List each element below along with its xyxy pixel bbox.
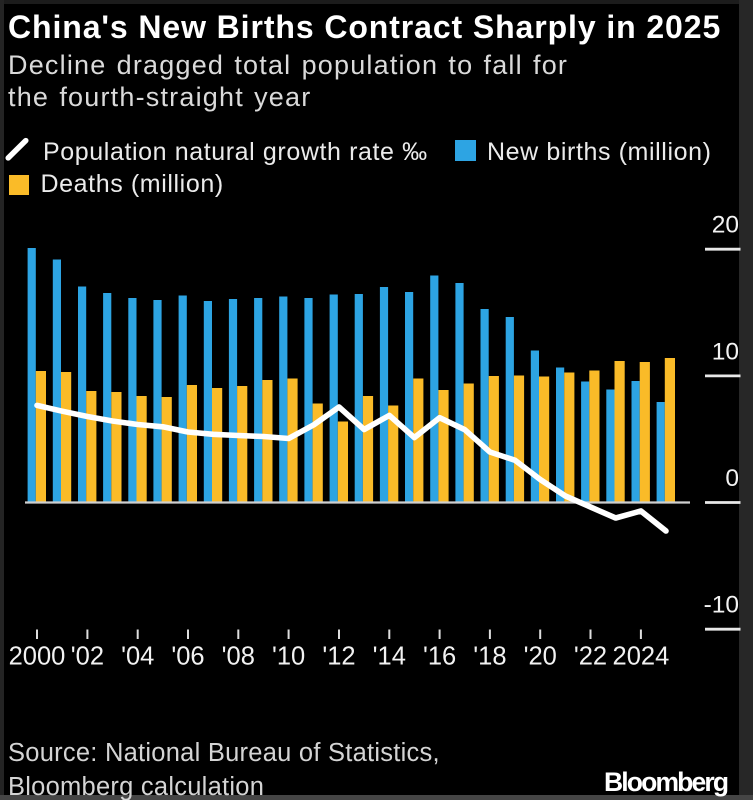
svg-text:'10: '10 bbox=[272, 643, 305, 671]
svg-text:20: 20 bbox=[712, 211, 739, 238]
svg-text:'02: '02 bbox=[71, 643, 104, 671]
svg-text:'22: '22 bbox=[574, 643, 607, 671]
svg-text:2000: 2000 bbox=[9, 643, 66, 671]
svg-text:-10: -10 bbox=[704, 592, 739, 619]
svg-text:2024: 2024 bbox=[613, 643, 670, 671]
svg-text:10: 10 bbox=[712, 338, 739, 365]
svg-text:'20: '20 bbox=[524, 643, 557, 671]
svg-text:'06: '06 bbox=[171, 643, 204, 671]
svg-text:'16: '16 bbox=[423, 643, 456, 671]
svg-text:'14: '14 bbox=[373, 643, 406, 671]
svg-text:0: 0 bbox=[725, 465, 739, 492]
svg-text:'08: '08 bbox=[222, 643, 255, 671]
svg-text:'04: '04 bbox=[121, 643, 154, 671]
svg-text:'18: '18 bbox=[473, 643, 506, 671]
svg-text:'12: '12 bbox=[322, 643, 355, 671]
